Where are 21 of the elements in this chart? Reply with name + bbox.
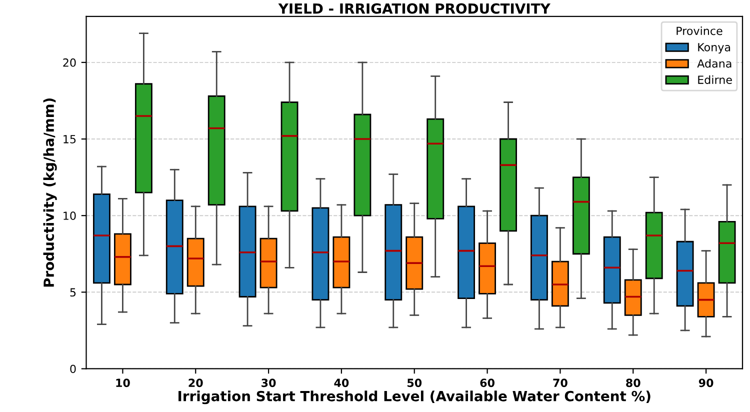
legend-label: Adana (697, 59, 732, 68)
legend-label: Edirne (698, 75, 732, 84)
legend-title: Province (676, 26, 722, 36)
y-tick-label: 0 (70, 364, 76, 374)
chart-title: YIELD - IRRIGATION PRODUCTIVITY (278, 3, 551, 14)
x-tick-label: 90 (698, 378, 714, 388)
y-tick-label: 20 (63, 58, 76, 67)
x-tick-label: 10 (116, 378, 130, 388)
x-tick-label: 20 (188, 378, 203, 388)
y-tick-label: 10 (64, 212, 76, 220)
x-tick-label: 60 (480, 378, 494, 388)
x-tick-label: 40 (334, 378, 349, 388)
y-tick-label: 15 (64, 135, 76, 144)
x-tick-label: 70 (553, 378, 568, 388)
y-axis-title: Productivity (kg/ha/mm) (43, 98, 57, 287)
x-axis-title: Irrigation Start Threshold Level (Available Water Content %) (178, 390, 650, 404)
x-tick-label: 80 (626, 378, 640, 388)
legend-label: Konya (698, 43, 730, 54)
x-tick-label: 50 (408, 378, 422, 388)
x-tick-label: 30 (262, 378, 276, 388)
y-tick-label: 5 (70, 288, 76, 297)
